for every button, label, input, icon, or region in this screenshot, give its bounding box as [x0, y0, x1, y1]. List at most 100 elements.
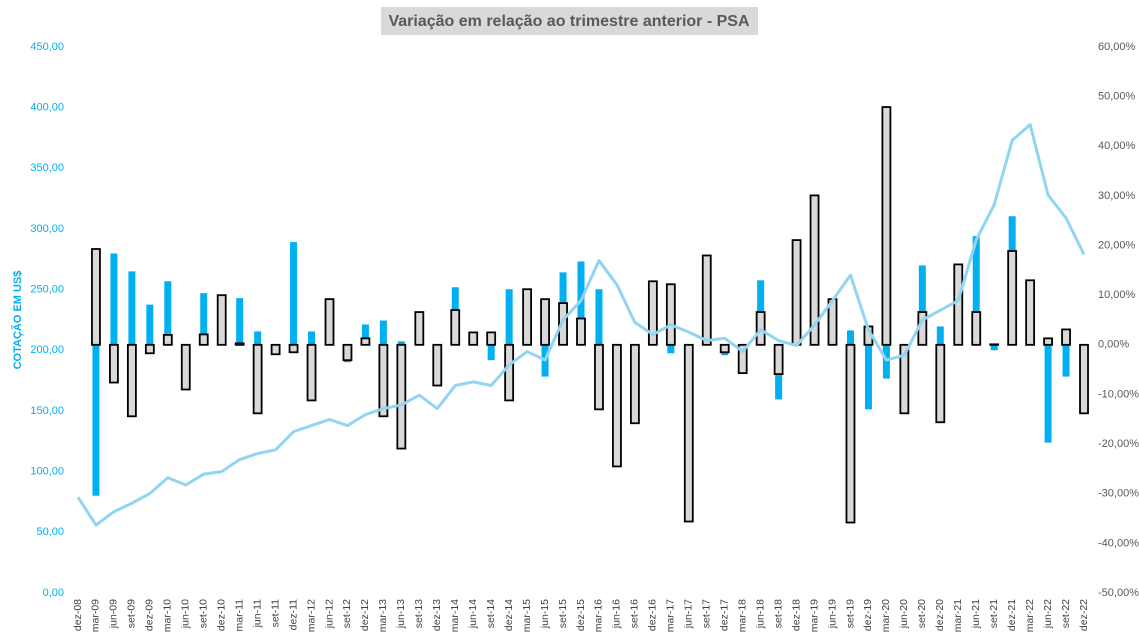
- bar: [290, 242, 298, 345]
- bar: [468, 331, 479, 346]
- bar: [809, 194, 820, 346]
- x-tick-label: mar-12: [305, 599, 317, 632]
- x-tick-label: set-13: [413, 599, 425, 628]
- bar: [1079, 343, 1089, 415]
- bar: [254, 331, 262, 345]
- bar: [665, 283, 676, 346]
- x-tick-label: mar-09: [90, 599, 102, 632]
- bar: [881, 106, 892, 346]
- x-tick-label: mar-10: [162, 599, 174, 632]
- bar: [324, 298, 335, 346]
- bar: [595, 289, 603, 345]
- x-tick-label: mar-13: [377, 599, 389, 632]
- title-box: [381, 7, 758, 35]
- x-tick-label: mar-21: [952, 599, 964, 632]
- y-tick-label: 100,00: [30, 466, 64, 478]
- x-tick-label: jun-20: [898, 599, 910, 629]
- y-tick-label: 150,00: [30, 405, 64, 417]
- bar: [414, 311, 425, 346]
- bar: [342, 343, 353, 362]
- x-tick-label: jun-12: [323, 599, 335, 629]
- bar: [647, 280, 658, 346]
- bar: [432, 343, 443, 387]
- bar: [109, 343, 119, 384]
- y2-tick-label: 10,00%: [1098, 289, 1136, 301]
- x-tick-label: mar-22: [1024, 599, 1036, 632]
- bar: [216, 294, 227, 346]
- bar: [162, 333, 173, 346]
- bar: [791, 239, 802, 346]
- bar: [935, 343, 946, 424]
- bar: [146, 304, 154, 345]
- price-line: [76, 123, 1086, 527]
- x-tick-label: jun-18: [754, 599, 766, 629]
- bar: [308, 331, 316, 345]
- x-tick-label: mar-17: [665, 599, 677, 632]
- bar: [540, 298, 550, 346]
- bar: [558, 302, 568, 346]
- y-tick-label: 400,00: [30, 102, 64, 114]
- bar: [899, 343, 910, 415]
- bar: [306, 343, 317, 402]
- y2-tick-label: -50,00%: [1098, 587, 1139, 599]
- bar: [629, 343, 640, 425]
- bar: [737, 343, 748, 375]
- bar: [486, 331, 497, 346]
- x-tick-label: jun-17: [683, 599, 695, 629]
- bar: [576, 317, 586, 346]
- bar: [126, 343, 137, 418]
- y2-tick-label: 40,00%: [1098, 140, 1136, 152]
- x-tick-label: set-21: [988, 599, 1000, 628]
- x-tick-label: set-09: [126, 599, 138, 628]
- x-tick-label: dez-15: [575, 599, 587, 631]
- bar: [450, 309, 461, 346]
- y-tick-label: 300,00: [30, 223, 64, 235]
- y2-tick-label: -10,00%: [1098, 388, 1139, 400]
- x-tick-label: dez-10: [215, 599, 227, 631]
- x-tick-label: mar-16: [593, 599, 605, 632]
- x-tick-label: dez-16: [647, 599, 659, 631]
- y-tick-label: 250,00: [30, 284, 64, 296]
- y2-tick-label: -30,00%: [1098, 488, 1139, 500]
- x-tick-label: jun-15: [539, 599, 551, 629]
- bar: [1025, 279, 1036, 346]
- x-tick-label: mar-11: [233, 599, 245, 632]
- x-tick-label: jun-10: [180, 599, 192, 629]
- y2-tick-label: 50,00%: [1098, 91, 1136, 103]
- x-tick-label: set-14: [485, 599, 497, 628]
- bar: [612, 343, 622, 468]
- bar: [92, 344, 100, 496]
- x-tick-label: set-12: [341, 599, 353, 628]
- y2-tick-label: 20,00%: [1098, 239, 1136, 251]
- x-tick-label: jun-14: [467, 599, 479, 629]
- x-tick-label: dez-19: [862, 599, 874, 631]
- x-tick-label: jun-11: [251, 599, 263, 629]
- bar: [505, 289, 513, 345]
- bar: [719, 343, 730, 354]
- x-tick-label: dez-11: [287, 599, 299, 630]
- bar: [667, 344, 675, 354]
- x-tick-label: jun-16: [611, 599, 623, 629]
- x-tick-label: mar-20: [880, 599, 892, 632]
- x-tick-label: jun-09: [108, 599, 120, 629]
- y-tick-label: 450,00: [30, 41, 64, 53]
- y2-tick-label: -20,00%: [1098, 438, 1139, 450]
- y-tick-label: 50,00: [36, 526, 64, 538]
- x-tick-label: set-15: [557, 599, 569, 628]
- x-tick-label: jun-19: [826, 599, 838, 629]
- x-tick-label: set-11: [269, 599, 281, 628]
- x-tick-label: mar-15: [521, 599, 533, 632]
- bar: [522, 288, 533, 346]
- bar: [1007, 250, 1018, 346]
- bar: [1043, 337, 1053, 346]
- x-tick-label: jun-21: [970, 599, 982, 629]
- bar: [773, 343, 784, 376]
- bar: [1061, 328, 1071, 346]
- x-tick-label: set-16: [629, 599, 641, 628]
- bar: [361, 324, 369, 345]
- x-tick-label: dez-09: [144, 599, 156, 631]
- bar: [397, 341, 405, 345]
- x-tick-label: dez-12: [359, 599, 371, 631]
- x-tick-label: set-19: [844, 599, 856, 628]
- y-tick-label: 200,00: [30, 344, 64, 356]
